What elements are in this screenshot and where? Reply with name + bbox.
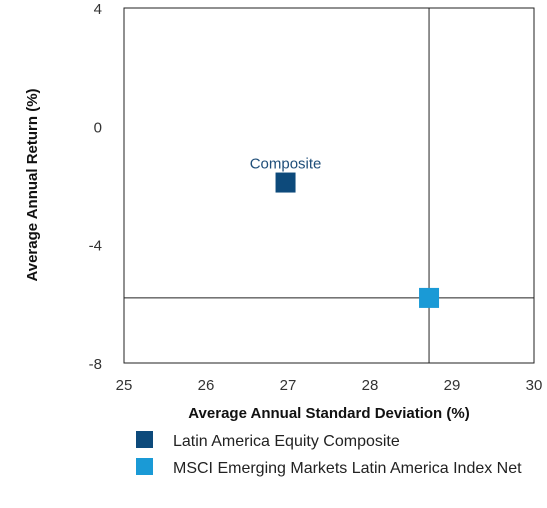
x-axis-ticks: 25 26 27 28 29 30 — [116, 377, 543, 394]
composite-annotation: Composite — [250, 156, 322, 173]
legend-label-composite: Latin America Equity Composite — [173, 433, 400, 450]
y-tick-label: 0 — [94, 119, 102, 136]
legend-swatch-composite — [136, 431, 153, 448]
x-tick-label: 30 — [526, 377, 543, 394]
benchmark-crosshair — [124, 8, 534, 363]
x-tick-label: 28 — [362, 377, 379, 394]
y-tick-label: 4 — [94, 1, 102, 18]
legend-label-benchmark: MSCI Emerging Markets Latin America Inde… — [173, 460, 522, 477]
data-points: Composite — [250, 156, 440, 308]
composite-point — [275, 172, 296, 193]
y-tick-label: -4 — [89, 238, 102, 255]
y-axis-ticks: 4 0 -4 -8 — [89, 1, 102, 373]
legend-item-benchmark: MSCI Emerging Markets Latin America Inde… — [136, 457, 536, 481]
x-tick-label: 25 — [116, 377, 133, 394]
scatter-chart: 25 26 27 28 29 30 4 0 -4 -8 Composite Average An… — [24, 1, 543, 422]
legend-item-composite: Latin America Equity Composite — [136, 430, 536, 454]
plot-area-frame — [123, 7, 535, 364]
legend-swatch-benchmark — [136, 458, 153, 475]
x-tick-label: 26 — [198, 377, 215, 394]
benchmark-point — [419, 287, 440, 308]
y-axis-title: Average Annual Return (%) — [24, 88, 41, 281]
y-tick-label: -8 — [89, 356, 102, 373]
x-tick-label: 27 — [280, 377, 297, 394]
x-tick-label: 29 — [444, 377, 461, 394]
x-axis-title: Average Annual Standard Deviation (%) — [188, 405, 469, 422]
legend: Latin America Equity Composite MSCI Emer… — [136, 430, 536, 484]
